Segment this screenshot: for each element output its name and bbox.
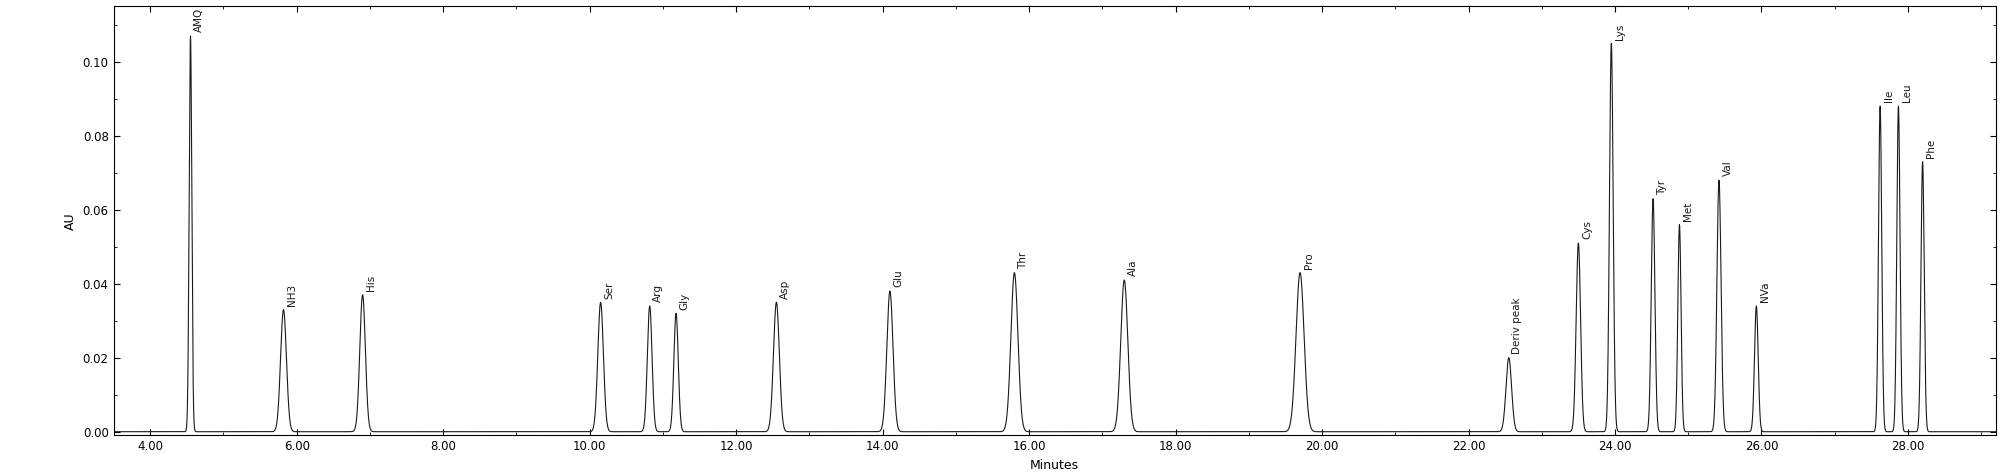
Text: Glu: Glu: [894, 270, 904, 288]
Text: Arg: Arg: [654, 284, 664, 302]
Text: Cys: Cys: [1582, 220, 1592, 239]
Text: Lys: Lys: [1614, 23, 1624, 40]
Text: Val: Val: [1722, 161, 1732, 177]
Text: Ser: Ser: [604, 281, 614, 298]
Text: Pro: Pro: [1304, 252, 1314, 269]
Text: NVa: NVa: [1760, 282, 1770, 302]
Text: NH3: NH3: [288, 284, 298, 306]
Text: Tyr: Tyr: [1656, 180, 1666, 195]
Y-axis label: AU: AU: [64, 212, 78, 230]
Text: Ala: Ala: [1128, 260, 1138, 277]
Text: Phe: Phe: [1926, 139, 1936, 158]
Text: Asp: Asp: [780, 279, 790, 298]
Text: Gly: Gly: [680, 292, 690, 310]
Text: AMQ: AMQ: [194, 8, 204, 32]
Text: Ile: Ile: [1884, 90, 1894, 102]
Text: His: His: [366, 275, 376, 291]
Text: Thr: Thr: [1018, 252, 1028, 269]
Text: Leu: Leu: [1902, 84, 1912, 102]
Text: Deriv peak: Deriv peak: [1512, 298, 1522, 354]
Text: Met: Met: [1684, 201, 1694, 221]
X-axis label: Minutes: Minutes: [1030, 459, 1080, 472]
